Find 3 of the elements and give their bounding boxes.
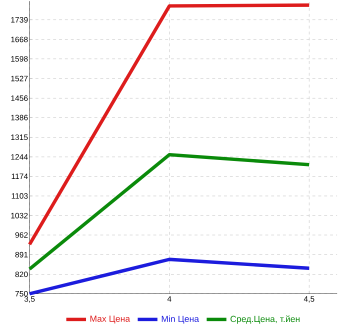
legend-label: Min Цена xyxy=(162,315,200,324)
legend-label: Max Цена xyxy=(90,316,130,324)
legend-label: Сред.Цена, т.йен xyxy=(230,315,300,324)
